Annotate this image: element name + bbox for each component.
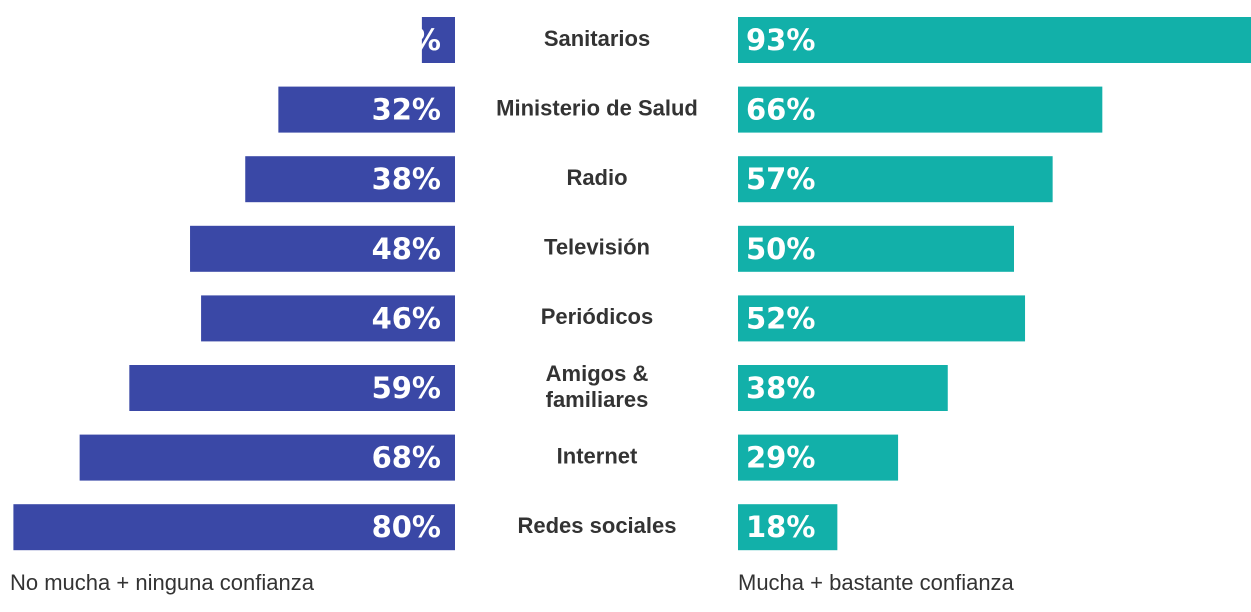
bar bbox=[738, 17, 1251, 63]
category-label: Redes sociales bbox=[518, 513, 677, 538]
value-label: 6% bbox=[392, 23, 441, 57]
value-label: 18% bbox=[746, 510, 815, 544]
value-label: 52% bbox=[746, 301, 815, 335]
bar bbox=[278, 86, 455, 133]
value-label: 68% bbox=[372, 441, 441, 475]
category-label: Ministerio de Salud bbox=[496, 95, 698, 120]
bar bbox=[738, 295, 1026, 342]
category-label: Amigos & familiares bbox=[546, 361, 649, 412]
value-label: 80% bbox=[372, 510, 441, 544]
bar bbox=[738, 504, 838, 551]
legend-label: No mucha + ninguna confianza bbox=[10, 570, 315, 595]
bar bbox=[129, 365, 455, 411]
value-label: 29% bbox=[746, 441, 815, 475]
value-label: 50% bbox=[746, 232, 815, 266]
value-label: 66% bbox=[746, 93, 815, 127]
legend-label: Mucha + bastante confianza bbox=[738, 570, 1015, 595]
value-label: 59% bbox=[372, 371, 441, 405]
value-label: 93% bbox=[746, 23, 815, 57]
bar bbox=[13, 504, 456, 551]
bar bbox=[79, 434, 455, 481]
bar bbox=[245, 156, 455, 203]
value-label: 46% bbox=[372, 301, 441, 335]
bar bbox=[738, 86, 1103, 133]
bar bbox=[190, 225, 456, 272]
bar bbox=[738, 225, 1014, 272]
value-label: 48% bbox=[372, 232, 441, 266]
value-label: 32% bbox=[372, 93, 441, 127]
category-label: Internet bbox=[557, 443, 638, 468]
category-label: Radio bbox=[566, 165, 627, 190]
bar bbox=[738, 365, 948, 411]
category-label: Sanitarios bbox=[544, 26, 650, 51]
bar bbox=[421, 17, 455, 63]
bar bbox=[738, 434, 899, 481]
category-label: Televisión bbox=[544, 235, 650, 260]
value-label: 38% bbox=[372, 162, 441, 196]
value-label: 38% bbox=[746, 371, 815, 405]
category-label: Periódicos bbox=[541, 304, 653, 329]
bar bbox=[201, 295, 455, 342]
value-label: 57% bbox=[746, 162, 815, 196]
bar bbox=[738, 156, 1053, 203]
